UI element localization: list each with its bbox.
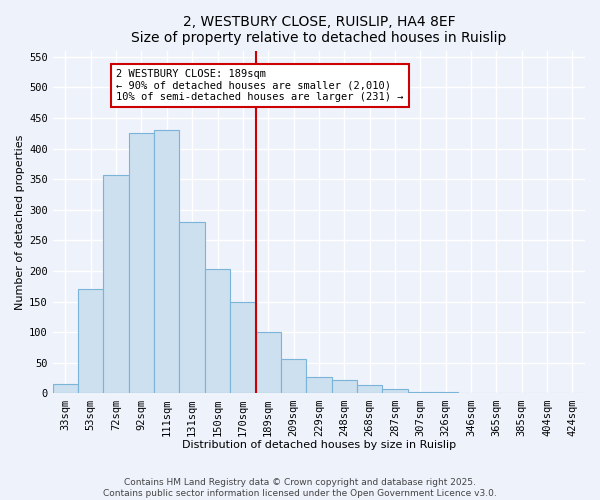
Bar (53, 384, 78, 394)
Bar (332, 380, 357, 394)
Bar (458, 393, 484, 394)
X-axis label: Distribution of detached houses by size in Ruislip: Distribution of detached houses by size … (182, 440, 456, 450)
Bar (382, 389, 407, 394)
Title: 2, WESTBURY CLOSE, RUISLIP, HA4 8EF
Size of property relative to detached houses: 2, WESTBURY CLOSE, RUISLIP, HA4 8EF Size… (131, 15, 506, 45)
Bar (433, 392, 458, 394)
Text: Contains HM Land Registry data © Crown copyright and database right 2025.
Contai: Contains HM Land Registry data © Crown c… (103, 478, 497, 498)
Bar (256, 332, 281, 394)
Bar (78, 290, 103, 394)
Bar (205, 269, 230, 394)
Bar (103, 175, 129, 394)
Bar (281, 358, 306, 394)
Text: 2 WESTBURY CLOSE: 189sqm
← 90% of detached houses are smaller (2,010)
10% of sem: 2 WESTBURY CLOSE: 189sqm ← 90% of detach… (116, 69, 404, 102)
Bar (357, 385, 382, 394)
Bar (154, 130, 179, 394)
Y-axis label: Number of detached properties: Number of detached properties (15, 134, 25, 310)
Bar (179, 222, 205, 394)
Bar (230, 302, 256, 394)
Bar (129, 133, 154, 394)
Bar (306, 377, 332, 394)
Bar (407, 392, 433, 394)
